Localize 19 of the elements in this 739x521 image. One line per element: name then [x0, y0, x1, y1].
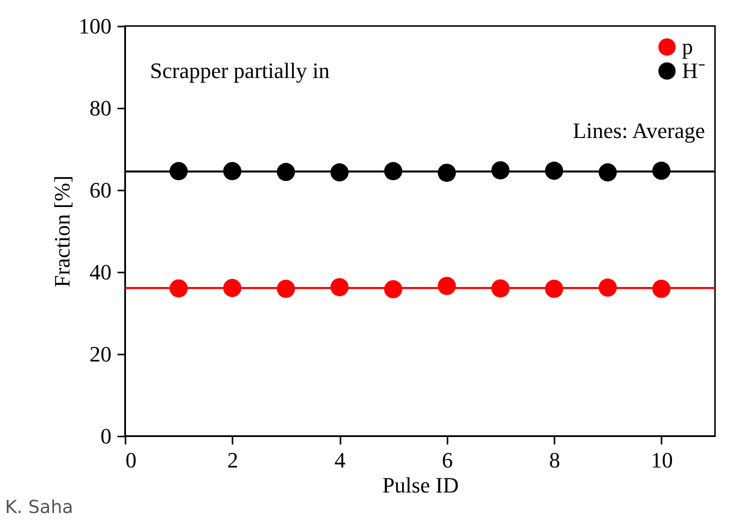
- x-axis-title: Pulse ID: [382, 472, 459, 498]
- x-tick-label: 4: [334, 448, 346, 472]
- legend-label: H⁻: [682, 58, 705, 83]
- y-tick-label: 20: [90, 342, 112, 366]
- y-tick-label: 40: [90, 260, 112, 284]
- x-tick-label: 8: [549, 448, 560, 472]
- x-tick-label: 6: [442, 448, 453, 472]
- annotation: Lines: Average: [572, 118, 705, 143]
- x-tick-label: 10: [650, 448, 673, 472]
- y-tick-label: 0: [100, 424, 112, 448]
- x-tick-label: 0: [126, 448, 136, 472]
- y-axis-title: Fraction [%]: [50, 176, 74, 288]
- y-tick-label: 60: [90, 178, 112, 202]
- text: K. Saha: [5, 497, 74, 518]
- y-tick-label: 100: [78, 14, 112, 38]
- legend-label: p: [682, 34, 693, 59]
- y-tick-label: 80: [90, 96, 112, 120]
- annotation: Scrapper partially in: [150, 58, 330, 83]
- x-tick-label: 2: [227, 448, 238, 472]
